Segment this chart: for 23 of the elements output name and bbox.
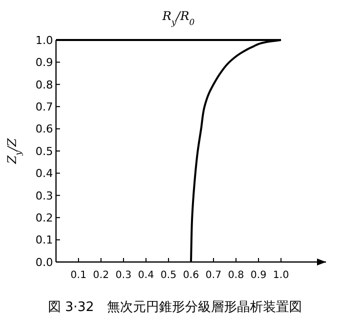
x-tick-label: 0.6 — [183, 270, 199, 281]
x-tick-label: 0.1 — [70, 270, 86, 281]
y-tick-label: 0.3 — [36, 189, 53, 202]
y-tick-label: 0.1 — [36, 234, 53, 247]
x-tick-label: 0.3 — [116, 270, 132, 281]
y-tick-label: 0.9 — [36, 56, 53, 70]
y-tick-label: 1.0 — [36, 34, 53, 47]
y-tick-label: 0.4 — [36, 167, 53, 180]
y-tick-label: 0.5 — [36, 144, 53, 158]
y-tick-label: 0.8 — [36, 78, 53, 92]
x-tick-label: 0.7 — [206, 270, 222, 281]
y-tick-label: 0.2 — [36, 211, 53, 224]
x-axis-title: R$_{y}$/R$_{0}$ — [161, 9, 196, 27]
x-tick-label: 1.0 — [273, 270, 289, 281]
x-tick-label: 0.9 — [250, 270, 266, 281]
y-tick-label: 0.6 — [36, 122, 53, 136]
x-tick-label: 0.8 — [228, 270, 244, 281]
y-tick-label: 0.0 — [36, 256, 53, 269]
x-tick-label: 0.2 — [93, 270, 109, 281]
text: 図 3·32 無次元円錐形分級層形晶析装置図 — [48, 300, 302, 315]
y-tick-label: 0.7 — [36, 100, 53, 114]
x-tick-label: 0.5 — [160, 270, 176, 281]
x-tick-label: 0.4 — [138, 270, 154, 281]
